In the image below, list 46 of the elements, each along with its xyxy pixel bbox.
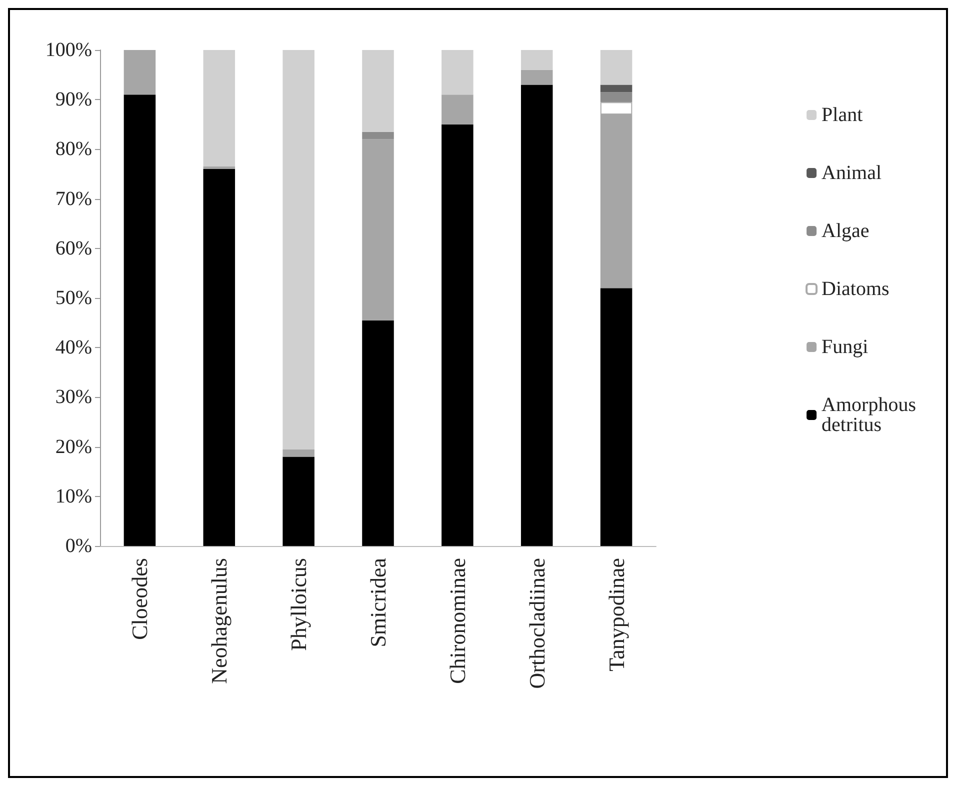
x-tick-label: Cloeodes	[127, 558, 152, 640]
y-tick-label: 70%	[55, 188, 92, 210]
bar	[442, 124, 474, 546]
y-tick-label: 80%	[55, 138, 92, 160]
bar	[362, 50, 394, 132]
x-tick-label: Phylloicus	[286, 558, 312, 651]
bar	[520, 84, 553, 546]
bar	[600, 92, 632, 102]
y-tick-label: 10%	[55, 485, 92, 508]
bar	[362, 132, 394, 140]
legend-label: Animal	[822, 162, 882, 184]
bar	[282, 50, 314, 450]
bar	[282, 449, 314, 457]
x-tick-label: Tanypodinae	[604, 558, 629, 672]
x-tick-label: Orthocladiinae	[524, 558, 550, 689]
legend-label: Plant	[822, 104, 864, 126]
y-tick-label: 40%	[55, 336, 92, 359]
bar	[600, 50, 632, 85]
bar	[362, 320, 394, 546]
bar	[124, 94, 156, 546]
legend-label: Fungi	[822, 336, 869, 358]
bar	[600, 84, 632, 92]
x-tick-label: Smicridea	[366, 558, 390, 648]
legend-label: Amorphous detritus	[822, 394, 922, 436]
y-tick-label: 30%	[55, 386, 92, 408]
legend-label: Algae	[822, 220, 870, 242]
y-tick-label: 0%	[65, 535, 92, 557]
bar	[520, 70, 553, 85]
bar	[442, 94, 474, 124]
y-tick-label: 20%	[55, 436, 92, 458]
legend-label: Diatoms	[822, 278, 890, 300]
bar	[124, 50, 156, 95]
y-tick-label: 100%	[45, 39, 92, 61]
y-tick-label: 60%	[55, 237, 92, 260]
bar	[600, 288, 632, 546]
bar	[362, 139, 394, 320]
bar	[203, 166, 236, 170]
x-tick-label: Chironominae	[444, 558, 470, 684]
bar	[442, 50, 474, 95]
bar	[520, 50, 553, 70]
bar	[282, 456, 314, 546]
y-tick-label: 90%	[55, 88, 92, 111]
x-tick-label: Neohagenulus	[206, 558, 232, 684]
y-tick-label: 50%	[55, 287, 92, 309]
bar	[203, 169, 236, 546]
bar	[203, 50, 236, 167]
